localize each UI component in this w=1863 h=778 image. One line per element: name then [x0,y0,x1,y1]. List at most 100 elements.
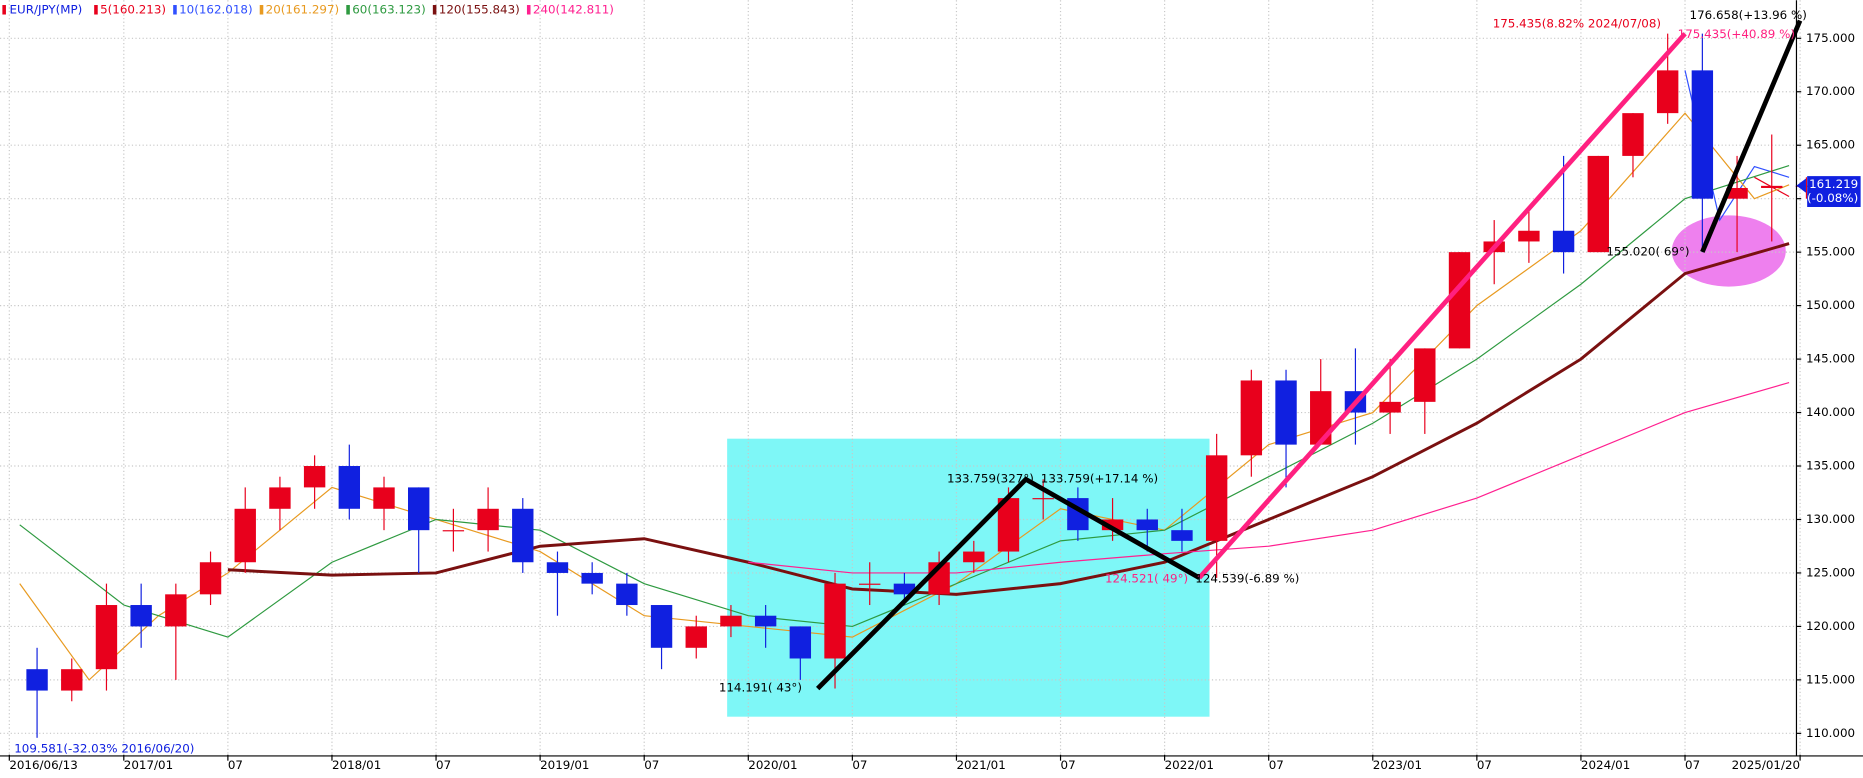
trend-line [1700,19,1803,253]
y-tick-label: 110.000 [1806,726,1855,740]
candle-body [754,615,777,627]
annotation: 124.539(-6.89 %) [1195,571,1299,585]
candle-body [1691,70,1714,199]
candle-body [1136,519,1158,531]
legend-swatch [526,5,531,15]
candle-body [789,626,812,659]
x-tick-label: 2020/01 [748,758,797,772]
candle-body [1379,401,1401,413]
legend-swatch [346,5,350,15]
legend-swatch [173,5,177,15]
candle-body [1552,230,1575,253]
candle-body [234,508,256,563]
x-tick-label: 2024/01 [1581,758,1630,772]
legend-label: 60(163.123) [352,2,425,16]
candle-body [546,562,569,573]
legend: EUR/JPY(MP) 5(160.213) 10(162.018) 20(161.2… [2,2,614,16]
candle-body [1587,155,1609,253]
candle-body [442,530,465,532]
candle-body [338,466,361,509]
candle-body [26,669,48,691]
legend-label: 240(142.811) [533,2,614,16]
x-tick-label: 07 [1477,758,1492,772]
price-marker [1796,178,1806,193]
annotation: 133.759(327°) [947,472,1034,486]
y-tick-label: 165.000 [1806,138,1855,152]
candle-body [720,615,742,627]
price-change: (-0.08%) [1807,191,1858,205]
x-tick-label: 07 [852,758,867,772]
candle-body [477,508,499,531]
x-tick-label: 07 [1061,758,1076,772]
legend-label: 10(162.018) [179,2,252,16]
trend-line [1197,32,1687,580]
candle-body [1032,498,1054,500]
candle-body [1726,187,1748,199]
legend-swatch [432,5,437,15]
legend-label: 20(161.297) [266,2,339,16]
candle-body [1761,185,1783,188]
candle-body [1414,348,1436,402]
candle-body [1240,380,1263,456]
annotation: 155.020( 69°) [1606,245,1689,259]
annotation: 175.435(+40.89 %) [1678,27,1795,41]
candle-body [61,669,83,691]
candle-body [616,583,638,606]
candle-body [824,583,846,659]
x-tick-label: 07 [1269,758,1284,772]
annotation: 109.581(-32.03% 2016/06/20) [14,741,194,755]
y-tick-label: 115.000 [1806,672,1855,686]
x-tick-label: 2016/06/13 [9,758,77,772]
y-tick-label: 155.000 [1806,245,1855,259]
candle-body [373,487,395,509]
legend-swatch [2,5,6,15]
y-tick-label: 135.000 [1806,459,1855,473]
x-tick-label: 07 [1685,758,1700,772]
candle-body [893,583,916,595]
candle-body [685,626,707,648]
x-tick-label: 07 [228,758,243,772]
candle-body [1656,70,1679,114]
moving-average [227,242,1790,596]
annotation: 176.658(+13.96 %) [1690,8,1807,22]
candle-body [1171,530,1193,541]
y-tick-label: 120.000 [1806,619,1855,633]
candle-body [1518,230,1540,242]
annotation: 175.435(8.82% 2024/07/08) [1493,17,1661,31]
x-tick-label: 2025/01/20 [1732,758,1800,772]
annotations: 175.435(8.82% 2024/07/08) 175.435(+40.89… [14,8,1861,755]
x-tick-label: 07 [644,758,659,772]
candle-body [1795,185,1818,187]
candle-body [512,508,534,563]
candle-body [1310,391,1332,445]
legend-title: EUR/JPY(MP) [10,2,83,16]
candle-body [303,466,326,488]
x-tick-label: 2023/01 [1373,758,1422,772]
trend-line [815,476,1201,691]
price-badge [1807,176,1861,207]
candle-body [581,572,603,584]
background [727,215,1786,717]
candle-body [130,605,152,627]
y-tick-label: 140.000 [1806,405,1855,419]
x-tick-label: 2022/01 [1165,758,1214,772]
legend-swatch [259,5,264,15]
x-tick-label: 2017/01 [124,758,173,772]
x-tick-label: 2018/01 [332,758,381,772]
candle-body [650,605,673,648]
candle-body [199,562,222,595]
y-tick-label: 150.000 [1806,298,1855,312]
y-tick-label: 175.000 [1806,31,1855,45]
candle-body [1622,113,1644,156]
y-tick-label: 170.000 [1806,84,1855,98]
candle-body [997,498,1020,552]
price-label: 161.219 [1809,177,1858,191]
candle-body [1275,380,1297,445]
y-tick-label: 125.000 [1806,565,1855,579]
x-tick-label: 2021/01 [956,758,1005,772]
candle-body [165,594,187,627]
annotation: 114.191( 43°) [719,681,802,695]
